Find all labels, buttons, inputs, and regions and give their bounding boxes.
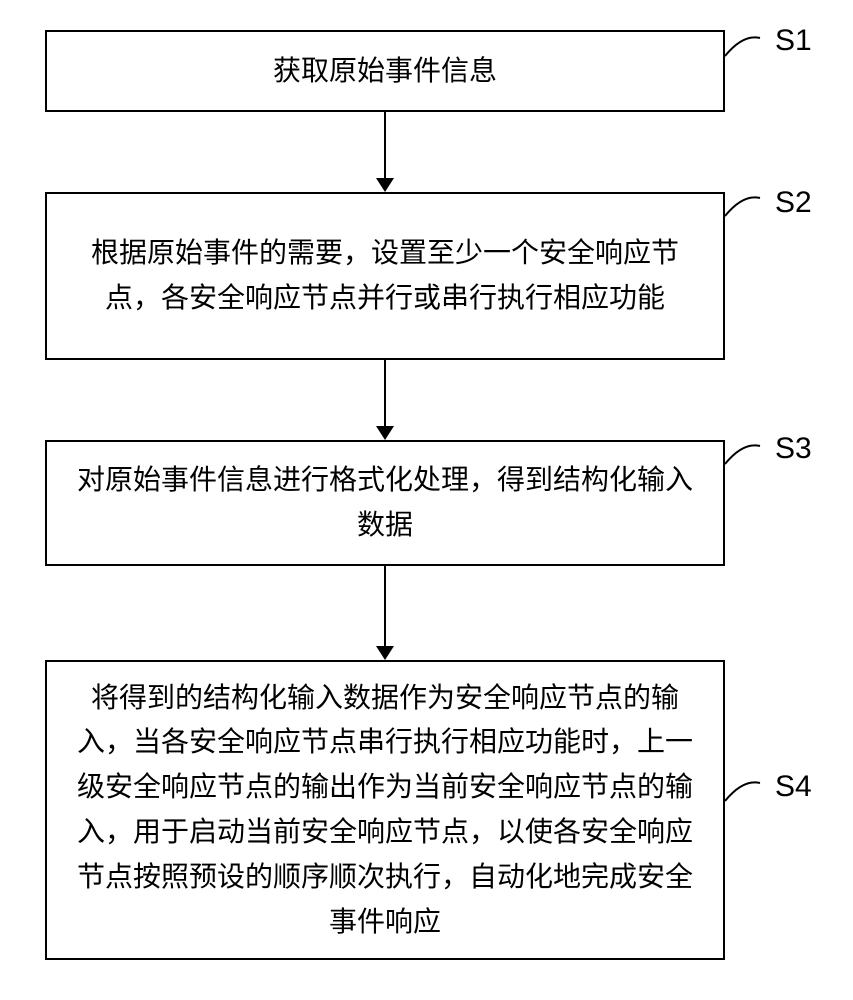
flow-arrow: [384, 360, 386, 428]
flow-node-text: 获取原始事件信息: [273, 49, 497, 94]
arrow-head-icon: [376, 426, 394, 440]
flow-node-text: 将得到的结构化输入数据作为安全响应节点的输入，当各安全响应节点串行执行相应功能时…: [67, 676, 703, 945]
arrow-head-icon: [376, 178, 394, 192]
flow-arrow: [384, 566, 386, 648]
flow-arrow: [384, 112, 386, 180]
flow-node-s2: 根据原始事件的需要，设置至少一个安全响应节点，各安全响应节点并行或串行执行相应功…: [45, 192, 725, 360]
arrow-head-icon: [376, 646, 394, 660]
flow-node-label-s2: S2: [775, 186, 812, 220]
label-connector: [720, 170, 775, 230]
label-connector: [720, 755, 775, 815]
flow-node-label-s3: S3: [775, 432, 812, 466]
flow-node-text: 对原始事件信息进行格式化处理，得到结构化输入数据: [67, 458, 703, 548]
label-connector: [720, 10, 775, 70]
flow-node-text: 根据原始事件的需要，设置至少一个安全响应节点，各安全响应节点并行或串行执行相应功…: [67, 231, 703, 321]
label-connector: [720, 418, 775, 478]
flowchart-diagram: 获取原始事件信息 S1 根据原始事件的需要，设置至少一个安全响应节点，各安全响应节点…: [0, 0, 853, 1000]
flow-node-s4: 将得到的结构化输入数据作为安全响应节点的输入，当各安全响应节点串行执行相应功能时…: [45, 660, 725, 960]
flow-node-s3: 对原始事件信息进行格式化处理，得到结构化输入数据: [45, 440, 725, 566]
flow-node-label-s4: S4: [775, 770, 812, 804]
flow-node-label-s1: S1: [775, 24, 812, 58]
flow-node-s1: 获取原始事件信息: [45, 30, 725, 112]
